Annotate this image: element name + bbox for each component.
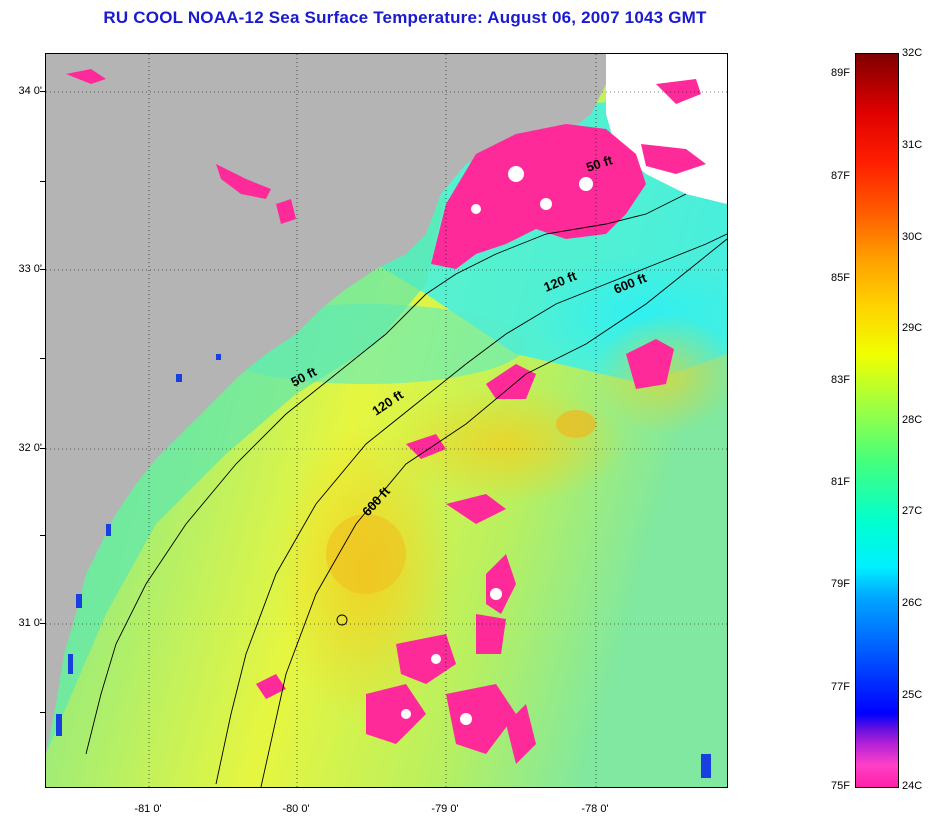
tick [40, 358, 46, 359]
map-title: RU COOL NOAA-12 Sea Surface Temperature:… [103, 8, 707, 27]
graticule [46, 54, 727, 787]
legend-f-label: 89F [831, 67, 850, 79]
lon-label: -79 0' [431, 803, 459, 815]
legend-c-label: 29C [902, 322, 923, 334]
tick [40, 448, 46, 449]
legend-f-label: 87F [831, 170, 850, 182]
contour-120ft [215, 233, 727, 785]
legend-f-label: 85F [831, 272, 850, 284]
legend-c-label: 28C [902, 414, 923, 426]
legend-f-label: 81F [831, 476, 850, 488]
legend-c-label: 26C [902, 597, 923, 609]
tick [40, 535, 46, 536]
legend-c-label: 31C [902, 139, 923, 151]
legend-c-label: 30C [902, 231, 923, 243]
lon-label: -78 0' [581, 803, 609, 815]
sst-map-canvas: 50 ft 120 ft 600 ft 50 ft 120 ft 600 ft [46, 54, 727, 787]
isobath-contours [85, 193, 727, 787]
tick [40, 269, 46, 270]
coastal-band [46, 194, 446, 754]
lat-label: 33 0' [18, 263, 42, 275]
temperature-colorbar [855, 53, 899, 788]
lat-label: 32 0' [18, 442, 42, 454]
cloud-white-specks [401, 166, 593, 725]
legend-f-label: 77F [831, 681, 850, 693]
land [46, 54, 606, 754]
legend-c-label: 27C [902, 505, 923, 517]
cloud-patches [66, 69, 706, 764]
sst-map[interactable]: 50 ft 120 ft 600 ft 50 ft 120 ft 600 ft [45, 53, 728, 788]
legend-f-label: 79F [831, 578, 850, 590]
tick [40, 181, 46, 182]
lon-label: -80 0' [282, 803, 310, 815]
coastal-speckle [56, 354, 711, 778]
contour-50ft [85, 193, 687, 755]
contour-600ft [260, 238, 727, 787]
tick [40, 712, 46, 713]
tick [40, 91, 46, 92]
tick [40, 623, 46, 624]
lon-label: -81 0' [134, 803, 162, 815]
legend-c-label: 24C [902, 780, 923, 792]
legend-c-label: 32C [902, 47, 923, 59]
legend-f-label: 75F [831, 780, 850, 792]
lat-label: 31 0' [18, 617, 42, 629]
legend-f-label: 83F [831, 374, 850, 386]
legend-c-label: 25C [902, 689, 923, 701]
lat-label: 34 0' [18, 85, 42, 97]
